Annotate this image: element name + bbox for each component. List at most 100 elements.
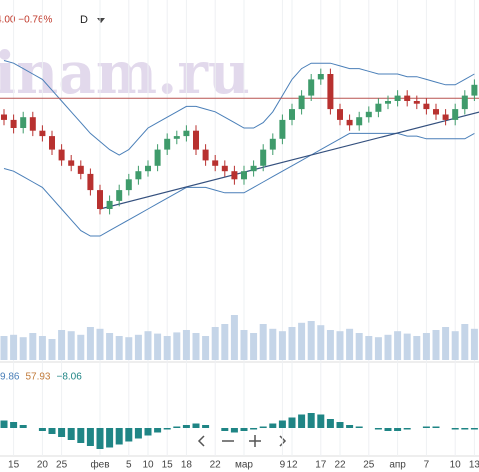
volume-bar bbox=[269, 328, 277, 360]
interval[interactable]: D bbox=[80, 14, 88, 26]
zoom-in[interactable] bbox=[249, 435, 261, 447]
macd-bar bbox=[298, 414, 306, 428]
macd-bar bbox=[384, 428, 392, 431]
x-tick-label: 15 bbox=[8, 460, 20, 471]
volume-bar bbox=[326, 330, 334, 360]
macd-bar bbox=[77, 428, 85, 443]
candle-body bbox=[433, 109, 439, 115]
macd-bar bbox=[403, 428, 411, 430]
trendline bbox=[99, 111, 479, 210]
volume-bar bbox=[288, 327, 296, 360]
volume-bar bbox=[115, 336, 123, 360]
candle-body bbox=[68, 160, 75, 166]
volume-bar bbox=[403, 333, 411, 360]
volume-bar bbox=[192, 333, 200, 360]
candle-body bbox=[289, 109, 295, 120]
candle-body bbox=[413, 101, 420, 104]
volume-bar bbox=[58, 330, 66, 360]
macd-bar bbox=[470, 428, 478, 430]
volume-bar bbox=[221, 324, 229, 360]
volume-bar bbox=[48, 339, 56, 360]
macd-bar bbox=[10, 422, 18, 428]
candle-body bbox=[173, 136, 180, 139]
volume-bar bbox=[125, 337, 133, 360]
x-tick-label: мар bbox=[235, 460, 253, 471]
macd-bar bbox=[230, 428, 238, 433]
volume-bar bbox=[250, 333, 258, 360]
macd-bar bbox=[374, 428, 382, 430]
x-tick-label: 18 bbox=[181, 460, 193, 471]
macd-bar bbox=[48, 428, 56, 434]
macd-bar bbox=[58, 428, 66, 437]
macd-bar bbox=[86, 428, 94, 446]
volume-bar bbox=[0, 336, 8, 360]
quote: 4.00 −0.76% bbox=[0, 15, 53, 26]
volume-bar bbox=[394, 331, 402, 360]
x-tick-label: 25 bbox=[363, 460, 375, 471]
macd-bar bbox=[182, 425, 190, 428]
nav-left[interactable] bbox=[197, 435, 205, 447]
volume-bar bbox=[374, 337, 382, 360]
candle-body bbox=[212, 160, 219, 166]
x-tick-label: 17 bbox=[315, 460, 327, 471]
x-tick-label: 12 bbox=[286, 460, 298, 471]
candle-body bbox=[39, 130, 46, 137]
volume-bar bbox=[259, 324, 267, 360]
volume-bar bbox=[317, 325, 325, 360]
x-tick-label: 13 bbox=[469, 460, 479, 471]
macd-legend: 9.86 bbox=[0, 372, 20, 383]
x-tick-label: 22 bbox=[210, 460, 222, 471]
macd-bar bbox=[422, 426, 430, 428]
candle-body bbox=[250, 165, 257, 172]
candle-body bbox=[231, 171, 238, 180]
x-tick-label: апр bbox=[389, 460, 406, 471]
candle-body bbox=[1, 114, 7, 120]
volume-bar bbox=[10, 334, 18, 360]
candle-body bbox=[154, 149, 161, 166]
candle-body bbox=[260, 149, 267, 166]
candle-body bbox=[471, 84, 478, 96]
macd-bar bbox=[432, 426, 440, 428]
volume-bar bbox=[86, 327, 94, 360]
candle-body bbox=[394, 95, 401, 101]
macd-bar bbox=[154, 428, 162, 433]
macd-bar bbox=[0, 420, 8, 428]
candle-body bbox=[125, 179, 132, 191]
macd-bar bbox=[250, 428, 258, 430]
macd-bar bbox=[394, 428, 402, 431]
macd-bar bbox=[96, 428, 104, 449]
candle-body bbox=[327, 74, 334, 110]
volume-bar bbox=[336, 331, 344, 360]
candle-body bbox=[87, 173, 94, 191]
macd-bar bbox=[192, 423, 200, 428]
volume-bar bbox=[442, 327, 450, 360]
candle-body bbox=[221, 165, 228, 172]
candle-body bbox=[365, 111, 372, 118]
macd-bar bbox=[259, 426, 267, 428]
candle-body bbox=[452, 109, 459, 120]
interval-box[interactable] bbox=[74, 10, 114, 30]
volume-bar bbox=[29, 333, 37, 360]
macd-bar bbox=[288, 417, 296, 428]
volume-bar bbox=[413, 336, 421, 360]
volume-bar bbox=[346, 328, 354, 360]
volume-bar bbox=[154, 333, 162, 360]
volume-bar bbox=[202, 336, 210, 360]
x-tick-label: 9 bbox=[280, 460, 286, 471]
volume-bar bbox=[163, 336, 171, 360]
macd-bar bbox=[240, 428, 248, 431]
macd-bar bbox=[115, 428, 123, 445]
macd-bar bbox=[269, 423, 277, 428]
volume-bar bbox=[384, 334, 392, 360]
candle-body bbox=[442, 114, 449, 120]
nav-right[interactable] bbox=[279, 435, 287, 447]
dropdown-arrow[interactable] bbox=[97, 18, 105, 23]
volume-bar bbox=[106, 333, 114, 360]
x-tick-label: 5 bbox=[126, 460, 132, 471]
volume-bar bbox=[365, 336, 373, 360]
macd-bar bbox=[106, 428, 114, 448]
candle-body bbox=[49, 136, 55, 150]
candle-body bbox=[308, 79, 315, 96]
volume-bar bbox=[461, 324, 469, 360]
